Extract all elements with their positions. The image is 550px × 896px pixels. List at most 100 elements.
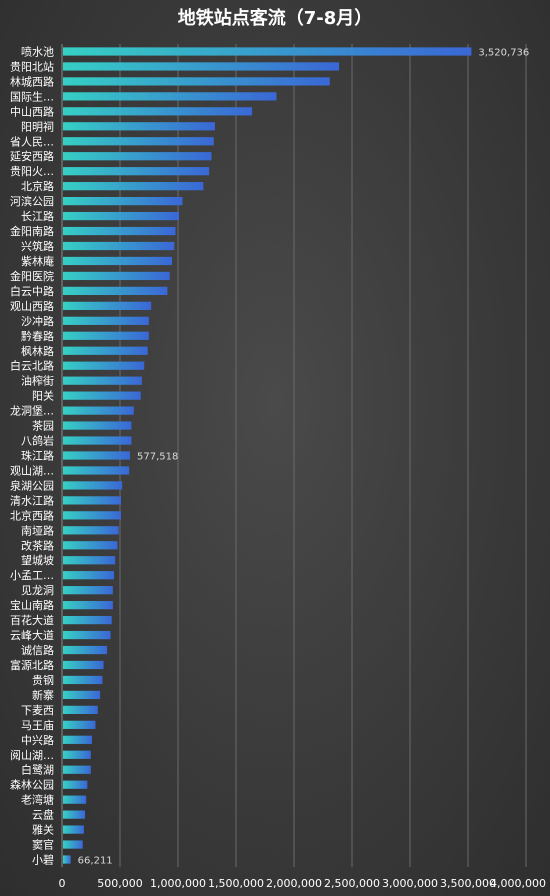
category-label: 中兴路 xyxy=(21,734,54,747)
bar xyxy=(63,137,214,146)
x-tick-label: 3,500,000 xyxy=(440,877,496,890)
x-tick-label: 500,000 xyxy=(97,877,143,890)
data-label: 577,518 xyxy=(137,452,178,463)
category-label: 见龙洞 xyxy=(21,584,54,597)
bar xyxy=(63,406,134,415)
bar xyxy=(63,511,121,520)
bar xyxy=(63,496,121,505)
bar xyxy=(63,346,148,355)
x-tick-label: 0 xyxy=(59,877,66,890)
bar xyxy=(63,690,101,700)
category-label: 八鸽岩 xyxy=(21,434,54,448)
bar xyxy=(63,675,103,685)
bar xyxy=(63,77,330,86)
category-label: 河滨公园 xyxy=(10,194,54,208)
bar xyxy=(63,645,108,655)
bar xyxy=(63,720,96,729)
category-label: 沙冲路 xyxy=(21,314,54,328)
category-label: 诚信路 xyxy=(21,644,54,657)
bars xyxy=(63,47,472,864)
x-tick-label: 2,500,000 xyxy=(324,877,380,890)
data-labels: 3,520,736 577,518 66,211 xyxy=(78,47,530,866)
bar xyxy=(63,152,212,161)
category-label: 黔春路 xyxy=(21,329,54,343)
bar xyxy=(63,705,98,714)
category-label: 雅关 xyxy=(32,823,54,837)
bar xyxy=(63,316,149,325)
category-label: 贵阳北站 xyxy=(10,59,54,73)
bar xyxy=(63,855,71,864)
category-label: 北京西路 xyxy=(10,508,54,522)
x-tick-label: 2,000,000 xyxy=(266,877,322,890)
bar xyxy=(63,331,149,340)
category-label: 北京路 xyxy=(21,179,54,193)
category-label: 观山湖… xyxy=(10,464,54,477)
bar xyxy=(63,586,113,595)
bar xyxy=(63,271,170,281)
category-label: 阳关 xyxy=(32,389,54,403)
x-axis-ticks: 0 500,000 1,000,000 1,500,000 2,000,000 2,500… xyxy=(59,877,547,890)
bar xyxy=(63,556,116,565)
category-label: 珠江路 xyxy=(21,449,54,463)
bar xyxy=(63,167,210,176)
x-tick-label: 1,500,000 xyxy=(208,877,264,890)
category-label: 中山西路 xyxy=(10,105,54,118)
bar xyxy=(63,241,175,251)
bar xyxy=(63,571,115,580)
category-label: 白云中路 xyxy=(10,284,54,298)
category-label: 省人民… xyxy=(10,135,54,148)
bar xyxy=(63,226,176,236)
bar xyxy=(63,47,472,56)
bar xyxy=(63,601,113,610)
bar xyxy=(63,436,132,445)
category-label: 富源北路 xyxy=(10,658,54,672)
category-label: 国际生… xyxy=(10,89,54,103)
bar xyxy=(63,182,204,191)
category-label: 清水江路 xyxy=(10,494,54,507)
bar xyxy=(63,122,215,131)
category-label: 喷水池 xyxy=(21,45,54,58)
bar xyxy=(63,825,84,834)
category-label: 紫林庵 xyxy=(21,254,54,268)
bar xyxy=(63,391,141,400)
x-tick-label: 4,000,000 xyxy=(490,877,546,890)
bar xyxy=(63,466,130,475)
category-label: 森林公园 xyxy=(10,778,54,792)
bar xyxy=(63,660,104,670)
bar xyxy=(63,361,145,370)
bar xyxy=(63,481,123,490)
grid-lines xyxy=(61,44,527,867)
x-tick-label: 1,000,000 xyxy=(150,877,206,890)
bar xyxy=(63,630,111,640)
category-label: 泉湖公园 xyxy=(10,478,54,492)
bar xyxy=(63,301,152,310)
category-label: 阅山湖… xyxy=(10,749,54,762)
category-label: 马王庙 xyxy=(21,718,54,732)
bar xyxy=(63,810,86,819)
bar xyxy=(63,735,92,744)
category-label: 小碧 xyxy=(32,854,54,867)
bar xyxy=(63,541,118,550)
data-label: 3,520,736 xyxy=(478,47,529,58)
category-label: 延安西路 xyxy=(10,149,54,163)
category-label: 枫林路 xyxy=(21,344,54,358)
category-label: 长江路 xyxy=(21,210,54,223)
bar xyxy=(63,62,340,71)
bar xyxy=(63,451,130,460)
bar xyxy=(63,197,183,206)
category-label: 白鹭湖 xyxy=(21,763,54,777)
category-label: 贵钢 xyxy=(32,674,54,687)
category-label: 望城坡 xyxy=(21,554,54,567)
bar xyxy=(63,107,253,116)
category-label: 白云北路 xyxy=(10,359,54,373)
category-label: 南垭路 xyxy=(21,524,54,537)
data-label: 66,211 xyxy=(78,856,113,867)
bar xyxy=(63,780,88,789)
category-label: 金阳医院 xyxy=(10,269,54,283)
category-label: 阳明祠 xyxy=(21,120,54,133)
category-label: 窦官 xyxy=(32,838,54,852)
x-tick-label: 3,000,000 xyxy=(382,877,438,890)
bar xyxy=(63,765,91,774)
